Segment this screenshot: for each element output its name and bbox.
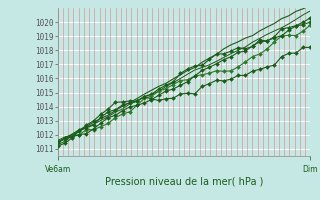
X-axis label: Pression niveau de la mer( hPa ): Pression niveau de la mer( hPa ): [105, 177, 263, 187]
